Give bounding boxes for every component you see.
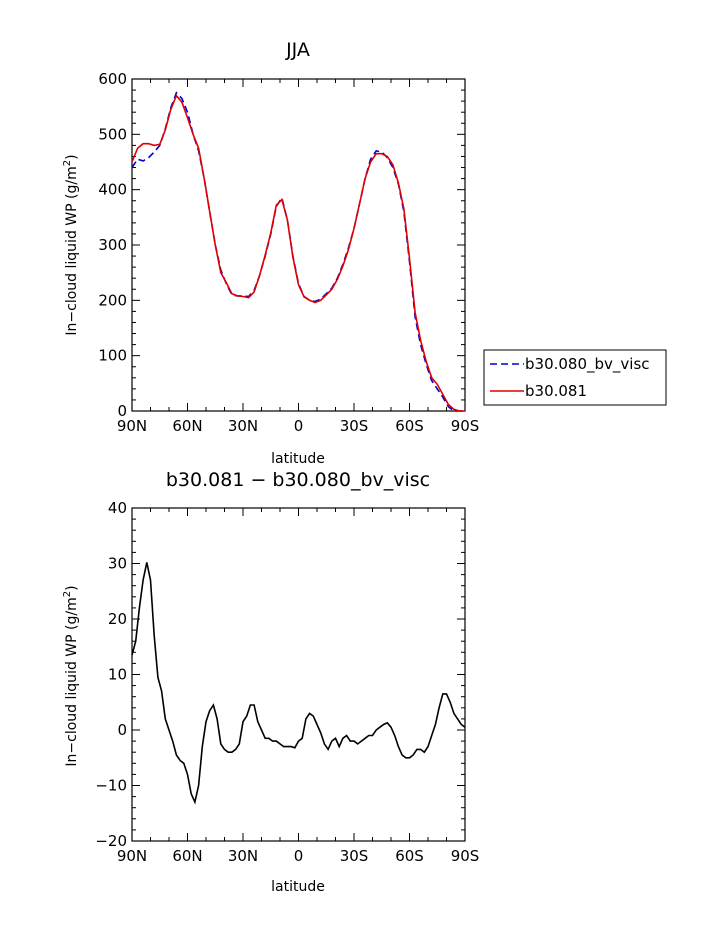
top-y-axis-label: In−cloud liquid WP (g/m2) <box>62 154 80 335</box>
bottom-y-tick-label: 10 <box>108 666 127 684</box>
bottom-x-tick-label: 30N <box>228 847 258 865</box>
bottom-y-axis-label-sup: 2 <box>62 591 73 597</box>
bottom-chart-title: b30.081 − b30.080_bv_visc <box>166 469 430 491</box>
bottom-y-tick-label: 20 <box>108 610 127 628</box>
bottom-x-tick-label: 30S <box>340 847 369 865</box>
top-y-axis-label-close: ) <box>64 154 80 159</box>
top-x-tick-label: 0 <box>294 417 304 435</box>
bottom-plot-frame <box>131 507 466 842</box>
top-y-tick-label: 100 <box>98 347 127 365</box>
bottom-y-axis-label-close: ) <box>64 585 80 590</box>
top-x-tick-label: 90S <box>451 417 480 435</box>
top-y-tick-label: 0 <box>117 402 127 420</box>
top-y-tick-label: 300 <box>98 236 127 254</box>
top-x-tick-label: 60S <box>395 417 424 435</box>
bottom-x-tick-label: 0 <box>294 847 304 865</box>
bottom-x-tick-label: 60S <box>395 847 424 865</box>
top-y-tick-label: 500 <box>98 125 127 143</box>
bottom-x-tick-label: 90S <box>451 847 480 865</box>
bottom-y-tick-label: 40 <box>108 499 127 517</box>
bottom-y-axis-label: In−cloud liquid WP (g/m2) <box>62 585 80 766</box>
bottom-y-axis-label-main: In−cloud liquid WP (g/m <box>64 597 80 766</box>
bottom-axis-ticks: 90N 60N 30N 0 30S 60S 90S −20 −10 0 10 20 30 40 <box>95 499 479 865</box>
bottom-x-tick-label: 60N <box>172 847 202 865</box>
top-x-axis-label: latitude <box>271 451 325 467</box>
top-panel: JJA 90N 60N 30N 0 30S 60S 90S 0 100 200 300 400 500 6… <box>62 39 667 467</box>
legend-label-series-2: b30.081 <box>525 382 587 400</box>
top-y-tick-label: 400 <box>98 181 127 199</box>
bottom-y-tick-label: 30 <box>108 555 127 573</box>
top-axis-ticks: 90N 60N 30N 0 30S 60S 90S 0 100 200 300 400 500 600 <box>98 70 479 435</box>
legend: b30.080_bv_visc b30.081 <box>483 349 667 406</box>
top-plot-frame <box>131 78 466 412</box>
bottom-y-tick-label: 0 <box>117 721 127 739</box>
top-x-tick-label: 90N <box>117 417 147 435</box>
bottom-series-line-1 <box>131 562 466 805</box>
top-series-line-1 <box>131 91 465 412</box>
top-x-tick-label: 30N <box>228 417 258 435</box>
top-y-tick-label: 200 <box>98 291 127 309</box>
bottom-x-axis-label: latitude <box>271 879 325 895</box>
top-x-tick-label: 30S <box>340 417 369 435</box>
bottom-y-tick-label: −20 <box>95 832 127 850</box>
top-y-tick-label: 600 <box>98 70 127 88</box>
legend-label-series-1: b30.080_bv_visc <box>525 355 650 374</box>
legend-box <box>483 349 667 406</box>
top-x-tick-label: 60N <box>172 417 202 435</box>
top-y-axis-label-sup: 2 <box>62 160 73 166</box>
bottom-panel: b30.081 − b30.080_bv_visc 90N 60N 30N 0 30S 6… <box>62 469 479 895</box>
top-y-axis-label-main: In−cloud liquid WP (g/m <box>64 166 80 335</box>
top-series-line-2 <box>131 94 465 412</box>
top-series-lines <box>131 91 465 412</box>
top-chart-title: JJA <box>285 39 310 61</box>
bottom-series-lines <box>131 562 466 805</box>
bottom-x-tick-label: 90N <box>117 847 147 865</box>
bottom-y-tick-label: −10 <box>95 777 127 795</box>
